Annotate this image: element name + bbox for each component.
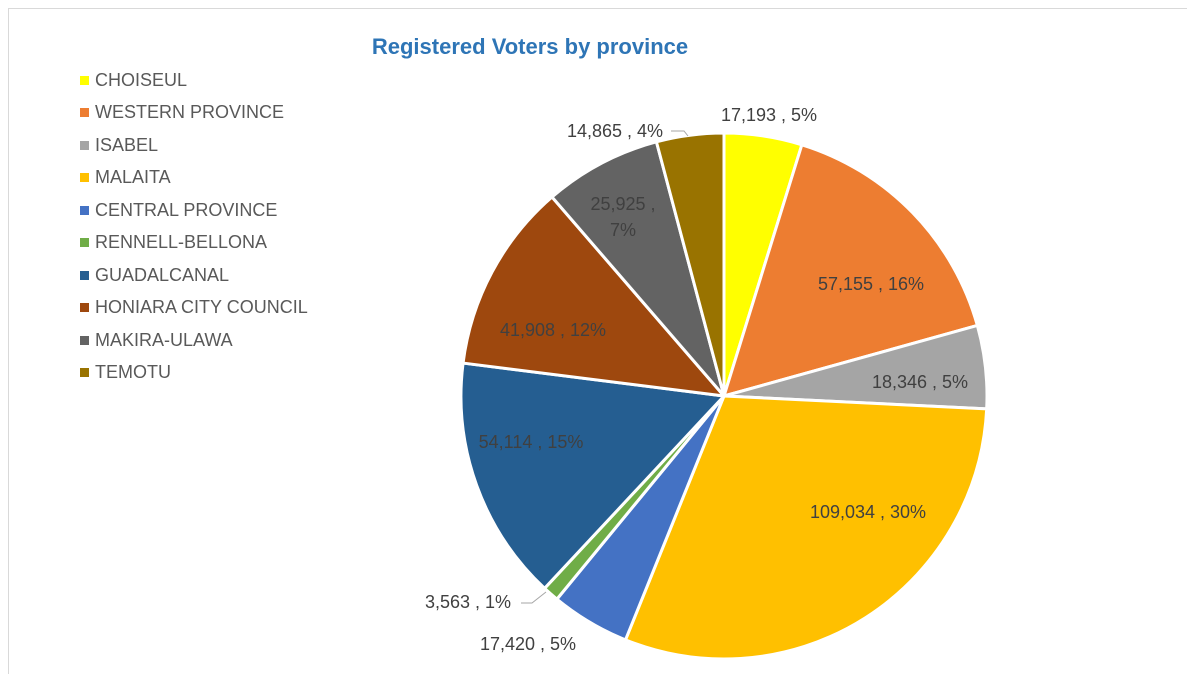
legend-swatch	[80, 238, 89, 248]
data-label: 25,925 , 7%	[590, 194, 655, 240]
legend-item: TEMOTU	[80, 357, 308, 390]
pie-slice-honiara-city-council	[461, 195, 726, 398]
pie-slice-temotu	[654, 131, 726, 398]
legend-label: MALAITA	[95, 167, 171, 188]
legend-swatch	[80, 335, 89, 345]
legend-swatch	[80, 173, 89, 183]
pie-slice-guadalcanal	[459, 361, 726, 590]
legend-item: CHOISEUL	[80, 64, 308, 97]
legend: CHOISEUL WESTERN PROVINCE ISABEL MALAITA CEN…	[80, 64, 308, 389]
legend-label: WESTERN PROVINCE	[95, 102, 285, 123]
pie-slice-western-province	[722, 143, 979, 398]
data-label: 18,346 , 5%	[872, 372, 968, 392]
legend-item: CENTRAL PROVINCE	[80, 194, 308, 227]
data-label: 57,155 , 16%	[818, 274, 924, 294]
data-label: 41,908 , 12%	[500, 320, 606, 340]
data-label: 17,420 , 5%	[480, 634, 576, 654]
data-label: 14,865 , 4%	[567, 121, 663, 141]
chart-title: Registered Voters by province	[371, 34, 689, 59]
data-label: 17,193 , 5%	[721, 105, 817, 125]
legend-label: HONIARA CITY COUNCIL	[95, 297, 308, 318]
chart-area	[8, 8, 1187, 674]
legend-swatch	[80, 270, 89, 280]
leader-line	[521, 591, 547, 604]
data-label: 3,563 , 1%	[425, 592, 511, 612]
legend-label: GUADALCANAL	[95, 264, 230, 285]
legend-swatch	[80, 75, 89, 85]
legend-swatch	[80, 140, 89, 150]
legend-label: CENTRAL PROVINCE	[95, 199, 278, 220]
data-label: 54,114 , 15%	[479, 432, 584, 452]
pie-slice-malaita	[624, 394, 989, 661]
leader-line	[671, 130, 689, 137]
legend-label: CHOISEUL	[95, 69, 188, 90]
legend-label: RENNELL-BELLONA	[95, 232, 268, 253]
legend-item: RENNELL-BELLONA	[80, 227, 308, 260]
legend-swatch	[80, 368, 89, 378]
legend-label: TEMOTU	[95, 362, 171, 383]
legend-label: MAKIRA-ULAWA	[95, 329, 233, 350]
legend-item: WESTERN PROVINCE	[80, 97, 308, 130]
legend-item: ISABEL	[80, 129, 308, 162]
legend-item: HONIARA CITY COUNCIL	[80, 292, 308, 325]
data-label: 109,034 , 30%	[810, 502, 926, 522]
pie-slice-makira-ulawa	[550, 140, 726, 398]
legend-swatch	[80, 205, 89, 215]
legend-item: GUADALCANAL	[80, 259, 308, 292]
legend-swatch	[80, 108, 89, 118]
legend-label: ISABEL	[95, 134, 159, 155]
legend-swatch	[80, 303, 89, 313]
legend-item: MAKIRA-ULAWA	[80, 324, 308, 357]
legend-item: MALAITA	[80, 162, 308, 195]
